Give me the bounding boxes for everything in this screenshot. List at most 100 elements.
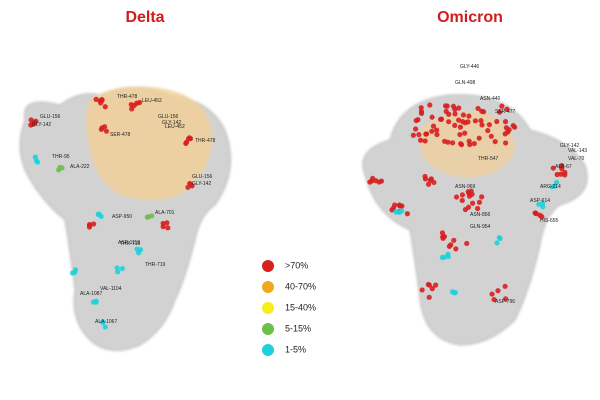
marker (450, 140, 456, 146)
marker (392, 202, 398, 208)
marker (423, 131, 430, 137)
residue-label: LEU-452 (165, 124, 185, 130)
legend-label: 5-15% (285, 323, 311, 333)
residue-labels: GLU-156 GLY-142 THR-478 LEU-452 GLU-156 GLY-1… (32, 64, 587, 325)
marker (448, 242, 454, 248)
marker (479, 194, 485, 200)
marker (460, 112, 467, 118)
marker (536, 201, 542, 207)
marker (449, 289, 456, 295)
residue-label: ASP-614 (530, 198, 550, 204)
marker (503, 296, 509, 302)
panel-title: Omicron (437, 9, 503, 26)
residue-label: GLU-156 (40, 114, 61, 120)
residue-label: THR-478 (195, 138, 216, 144)
legend-label: 40-70% (285, 281, 316, 291)
marker (459, 197, 465, 204)
residue-label: GLU-156 (192, 174, 213, 180)
marker (410, 132, 416, 138)
marker (404, 211, 410, 217)
marker (137, 247, 144, 253)
marker (450, 103, 457, 109)
marker (492, 138, 498, 145)
marker (456, 105, 462, 111)
marker (30, 121, 36, 127)
marker (553, 179, 560, 186)
residue-label: SER-477 (495, 109, 516, 115)
marker (444, 103, 450, 109)
marker (183, 140, 189, 147)
marker (425, 281, 431, 288)
marker (471, 140, 477, 147)
marker (413, 117, 419, 124)
marker (494, 240, 500, 246)
residue-label: ASN-856 (470, 212, 491, 218)
marker (373, 178, 379, 184)
marker (440, 235, 446, 241)
residue-label: ASP-950 (112, 214, 132, 220)
marker (462, 206, 469, 213)
marker (165, 225, 171, 231)
marker (427, 102, 433, 108)
marker (486, 122, 493, 128)
residue-label: SER-478 (110, 132, 131, 138)
residue-label: VAL-1104 (100, 286, 122, 292)
marker (98, 213, 104, 220)
marker (495, 288, 501, 294)
marker (453, 194, 460, 200)
marker (438, 116, 445, 122)
residue-label: GLY-446 (460, 64, 479, 70)
legend-swatch (262, 260, 274, 272)
marker (430, 123, 437, 129)
residue-markers (28, 96, 568, 330)
marker (452, 122, 458, 128)
marker (428, 176, 434, 182)
residue-label: THR-716 (120, 241, 141, 247)
marker (91, 221, 97, 227)
residue-label: VAL-70 (568, 156, 585, 162)
marker (99, 319, 106, 325)
marker (419, 287, 425, 293)
marker (550, 165, 556, 171)
residue-label: VAL-143 (568, 148, 587, 154)
marker (562, 169, 568, 176)
marker (422, 138, 428, 144)
marker (453, 246, 459, 252)
marker (532, 210, 539, 216)
marker (72, 267, 79, 273)
marker (469, 191, 475, 197)
marker (378, 178, 385, 184)
marker (115, 269, 121, 275)
marker (451, 237, 457, 243)
marker (441, 138, 448, 144)
marker (475, 105, 481, 112)
residue-label: THR-719 (145, 262, 166, 268)
delta-structure (19, 86, 232, 351)
marker (499, 103, 505, 109)
residue-label: ASP-796 (495, 299, 515, 305)
marker (488, 133, 494, 139)
marker (476, 199, 483, 205)
marker (56, 167, 62, 173)
marker (425, 181, 432, 187)
residue-label: GLY-142 (32, 122, 51, 128)
marker (506, 127, 512, 133)
marker (433, 282, 439, 288)
legend-swatch (262, 281, 274, 293)
marker (462, 120, 468, 126)
marker (469, 200, 476, 206)
residue-label: GLY-142 (560, 143, 579, 149)
marker (472, 118, 479, 124)
residue-label: ALA-701 (155, 210, 175, 216)
residue-label: THR-547 (478, 156, 499, 162)
marker (367, 179, 373, 185)
marker (537, 212, 543, 218)
residue-label: GLU-156 (158, 114, 179, 120)
marker (418, 110, 425, 117)
marker (558, 171, 564, 177)
marker (134, 100, 140, 106)
marker (429, 286, 435, 292)
panel-title: Delta (125, 9, 164, 26)
marker (478, 118, 484, 124)
